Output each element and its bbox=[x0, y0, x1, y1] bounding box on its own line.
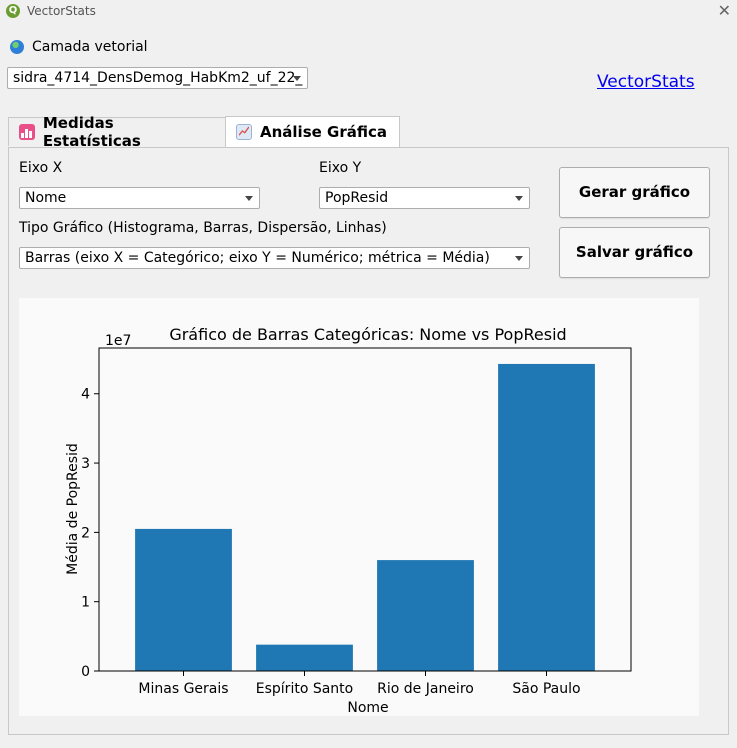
layer-label: Camada vetorial bbox=[32, 39, 148, 55]
y-axis-label: Eixo Y bbox=[319, 160, 362, 176]
x-axis-select[interactable]: Nome bbox=[19, 187, 260, 209]
y-tick-label: 2 bbox=[81, 525, 90, 541]
qgis-app-icon: Q bbox=[6, 4, 20, 18]
chart-type-label: Tipo Gráfico (Histograma, Barras, Disper… bbox=[19, 220, 387, 236]
chevron-down-icon bbox=[515, 256, 523, 261]
chart-type-select-value: Barras (eixo X = Categórico; eixo Y = Nu… bbox=[25, 250, 490, 266]
y-scale-label: 1e7 bbox=[105, 333, 131, 349]
chart-canvas: Gráfico de Barras Categóricas: Nome vs P… bbox=[19, 298, 699, 716]
x-axis-label: Eixo X bbox=[19, 160, 63, 176]
y-tick-label: 0 bbox=[81, 664, 90, 680]
save-chart-button[interactable]: Salvar gráfico bbox=[559, 227, 710, 278]
bar-são-paulo bbox=[498, 363, 595, 671]
y-axis-select-value: PopResid bbox=[325, 190, 389, 206]
y-tick-label: 4 bbox=[81, 387, 90, 403]
bar-espírito-santo bbox=[256, 644, 353, 671]
x-tick-label: São Paulo bbox=[512, 681, 580, 697]
x-tick-label: Minas Gerais bbox=[138, 681, 228, 697]
bar-chart: Gráfico de Barras Categóricas: Nome vs P… bbox=[65, 325, 632, 716]
y-axis-title: Média de PopResid bbox=[65, 443, 81, 575]
globe-icon bbox=[10, 40, 24, 54]
plot-frame bbox=[98, 347, 632, 672]
y-tick-label: 1 bbox=[81, 595, 90, 611]
window-title: VectorStats bbox=[27, 4, 96, 18]
layer-select[interactable]: sidra_4714_DensDemog_HabKm2_uf_22_ bbox=[7, 67, 308, 89]
x-axis-title: Nome bbox=[347, 700, 388, 716]
tab-analise-grafica[interactable]: Análise Gráfica bbox=[225, 116, 400, 147]
bar-rio-de-janeiro bbox=[377, 560, 474, 671]
line-chart-icon bbox=[236, 124, 252, 140]
tab-medidas-estatisticas[interactable]: Medidas Estatísticas bbox=[8, 114, 226, 150]
generate-chart-button[interactable]: Gerar gráfico bbox=[559, 167, 710, 218]
y-tick-label: 3 bbox=[81, 456, 90, 472]
y-axis-select[interactable]: PopResid bbox=[319, 187, 530, 209]
bar-minas-gerais bbox=[135, 528, 232, 671]
chevron-down-icon bbox=[245, 196, 253, 201]
chart-type-select[interactable]: Barras (eixo X = Categórico; eixo Y = Nu… bbox=[19, 247, 530, 269]
tab-label: Medidas Estatísticas bbox=[42, 114, 141, 150]
vectorstats-link[interactable]: VectorStats bbox=[597, 72, 695, 92]
bar-chart-icon bbox=[19, 124, 35, 140]
layer-select-value: sidra_4714_DensDemog_HabKm2_uf_22_ bbox=[13, 70, 303, 86]
title-bar: Q VectorStats ✕ bbox=[0, 0, 737, 24]
chart-title: Gráfico de Barras Categóricas: Nome vs P… bbox=[169, 325, 566, 344]
chevron-down-icon bbox=[293, 76, 301, 81]
x-tick-label: Rio de Janeiro bbox=[377, 681, 474, 697]
tab-label: Análise Gráfica bbox=[260, 123, 387, 141]
close-icon[interactable]: ✕ bbox=[717, 1, 731, 20]
x-tick-label: Espírito Santo bbox=[256, 681, 353, 697]
x-axis-select-value: Nome bbox=[25, 190, 67, 206]
layer-label-row: Camada vetorial bbox=[10, 39, 148, 55]
chevron-down-icon bbox=[515, 196, 523, 201]
